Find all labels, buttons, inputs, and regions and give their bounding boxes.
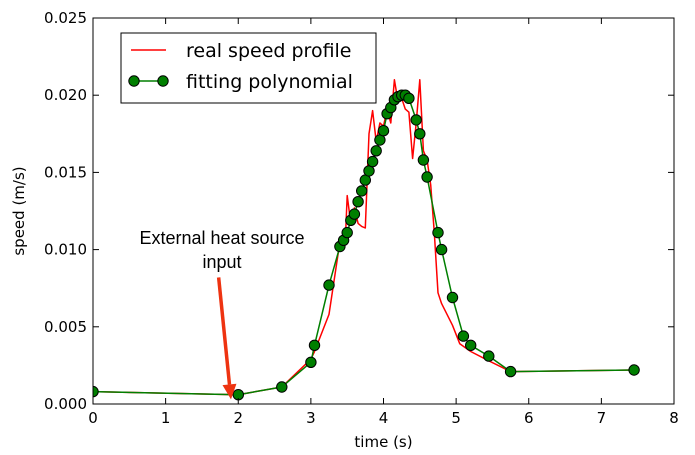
- x-tick-label: 8: [669, 409, 679, 427]
- annotation: External heat source input: [139, 228, 305, 400]
- data-point: [403, 92, 415, 105]
- data-point: [483, 350, 495, 362]
- data-point: [421, 171, 433, 183]
- annotation-arrow: [216, 277, 232, 385]
- annotation-text: input: [202, 252, 241, 272]
- data-point: [348, 208, 361, 220]
- x-tick-label: 0: [88, 409, 98, 427]
- legend-marker: [157, 75, 169, 87]
- y-tick-label: 0.000: [44, 395, 87, 413]
- x-tick-label: 3: [306, 409, 316, 427]
- annotation-arrowhead: [222, 383, 237, 400]
- data-point: [417, 154, 430, 166]
- y-tick-label: 0.005: [44, 318, 87, 336]
- data-point: [341, 226, 353, 239]
- legend: real speed profile fitting polynomial: [120, 32, 377, 104]
- y-tick-label: 0.015: [44, 163, 87, 181]
- legend-label-fitting-polynomial: fitting polynomial: [186, 71, 353, 93]
- axes: 0 1 2 3 4 5 6 7 8 0.000 0.005 0.010 0.015 0.020 0.025 t…: [10, 9, 679, 451]
- data-point: [410, 114, 422, 126]
- data-point: [628, 364, 640, 376]
- y-tick-label: 0.025: [44, 9, 87, 27]
- y-tick-label: 0.010: [44, 241, 87, 259]
- legend-label-real-speed-profile: real speed profile: [186, 40, 352, 62]
- y-tick-label: 0.020: [44, 86, 87, 104]
- x-tick-label: 5: [451, 409, 461, 427]
- legend-box: [120, 32, 377, 104]
- plot-area: [93, 79, 640, 401]
- annotation-text: External heat source: [139, 228, 304, 248]
- x-tick-label: 7: [597, 409, 607, 427]
- data-point: [432, 226, 444, 239]
- x-axis-label: time (s): [354, 433, 412, 451]
- data-point: [308, 339, 321, 351]
- data-point: [377, 125, 390, 137]
- x-tick-label: 6: [524, 409, 534, 427]
- data-point: [457, 330, 470, 342]
- data-point: [276, 381, 288, 393]
- data-point: [504, 365, 517, 378]
- data-point: [435, 243, 448, 256]
- data-point: [370, 145, 382, 157]
- x-tick-label: 4: [379, 409, 389, 427]
- data-point: [465, 339, 477, 351]
- y-axis-label: speed (m/s): [10, 166, 28, 255]
- legend-marker: [128, 75, 140, 87]
- data-point: [356, 185, 368, 197]
- data-point: [446, 291, 459, 304]
- data-point: [305, 356, 317, 368]
- x-tick-label: 2: [233, 409, 243, 427]
- data-point: [414, 128, 426, 140]
- x-tick-label: 1: [161, 409, 171, 427]
- data-point: [323, 279, 335, 291]
- data-point: [352, 196, 364, 208]
- data-point: [366, 155, 379, 168]
